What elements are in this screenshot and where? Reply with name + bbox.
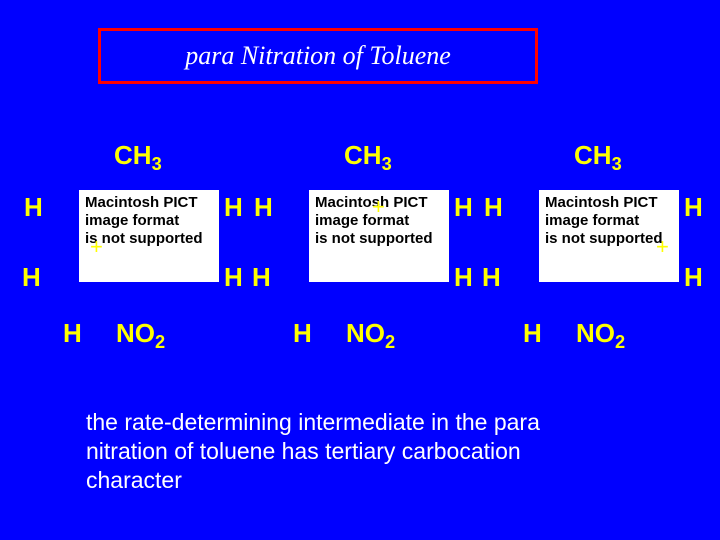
h-lower-right: H — [684, 262, 703, 293]
no2-label: NO2 — [116, 318, 165, 353]
h-lower-left: H — [482, 262, 501, 293]
title-box: para Nitration of Toluene — [98, 28, 538, 84]
caption: the rate-determining intermediate in the… — [86, 408, 540, 495]
placeholder-line2: image format — [85, 212, 179, 229]
placeholder-line3: is not supported — [545, 230, 663, 247]
h-lower-left: H — [252, 262, 271, 293]
page-title: para Nitration of Toluene — [185, 41, 451, 71]
h-lower-left: H — [22, 262, 41, 293]
caption-line2: nitration of toluene has tertiary carboc… — [86, 437, 540, 466]
h-lower-right: H — [454, 262, 473, 293]
placeholder-line3: is not supported — [315, 230, 433, 247]
h-upper-right: H — [224, 192, 243, 223]
placeholder-line2: image format — [545, 212, 639, 229]
h-upper-left: H — [484, 192, 503, 223]
placeholder-line1: Macintosh PICT — [545, 194, 658, 211]
h-bottom: H — [523, 318, 542, 349]
h-upper-right: H — [684, 192, 703, 223]
h-bottom: H — [293, 318, 312, 349]
h-upper-left: H — [254, 192, 273, 223]
placeholder-line2: image format — [315, 212, 409, 229]
ch3-label: CH3 — [114, 140, 162, 175]
charge-plus: + — [90, 234, 103, 260]
no2-label: NO2 — [346, 318, 395, 353]
charge-plus: + — [656, 234, 669, 260]
charge-plus: + — [372, 194, 385, 220]
h-lower-right: H — [224, 262, 243, 293]
h-upper-right: H — [454, 192, 473, 223]
h-bottom: H — [63, 318, 82, 349]
caption-line3: character — [86, 466, 540, 495]
caption-line1: the rate-determining intermediate in the… — [86, 408, 540, 437]
no2-label: NO2 — [576, 318, 625, 353]
placeholder-line1: Macintosh PICT — [85, 194, 198, 211]
h-upper-left: H — [24, 192, 43, 223]
ch3-label: CH3 — [574, 140, 622, 175]
ch3-label: CH3 — [344, 140, 392, 175]
